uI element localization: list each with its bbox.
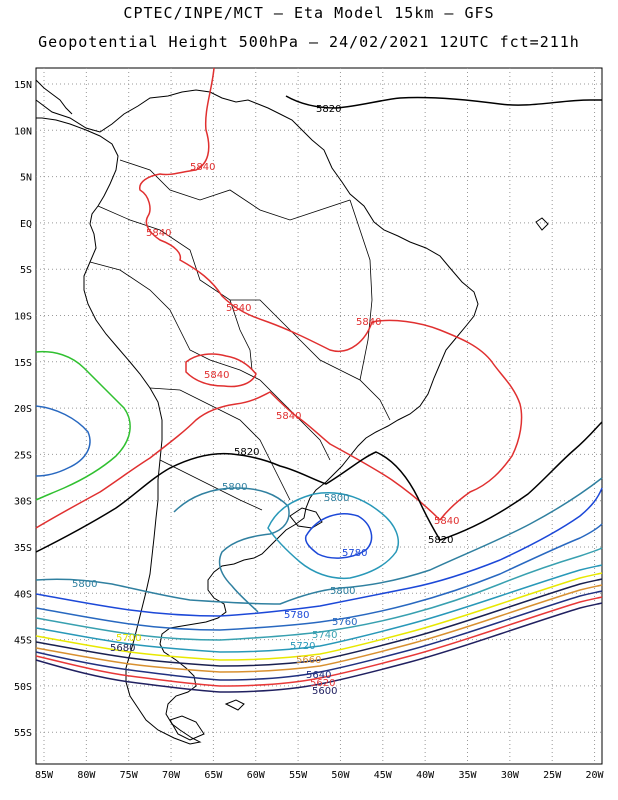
label-5800-a: 5800 — [222, 482, 247, 493]
lat-label: 10N — [14, 126, 32, 137]
lat-label: 20S — [14, 404, 32, 415]
lon-label: 30W — [501, 770, 520, 781]
label-5700: 5700 — [116, 633, 141, 644]
contour-5840-west — [35, 391, 441, 529]
map-title-line-1: CPTEC/INPE/MCT – Eta Model 15km – GFS — [123, 4, 495, 22]
lat-label: 15N — [14, 80, 32, 91]
label-5840-g: 5840 — [434, 516, 459, 527]
contour-5740 — [35, 547, 603, 641]
contour-5860 — [35, 350, 131, 501]
contour-5800 — [35, 477, 603, 605]
lat-label: EQ — [20, 219, 32, 230]
lon-label: 50W — [331, 770, 350, 781]
contour-5700 — [35, 572, 603, 661]
lon-label: 75W — [120, 770, 139, 781]
label-5640: 5640 — [306, 670, 331, 681]
label-5760: 5760 — [332, 617, 357, 628]
lon-label: 35W — [458, 770, 477, 781]
label-5660: 5660 — [296, 655, 321, 666]
lat-label: 35S — [14, 543, 32, 554]
contour-5720 — [35, 564, 603, 653]
lat-label: 25S — [14, 450, 32, 461]
label-5840-b: 5840 — [146, 228, 171, 239]
contour-5820-south — [35, 421, 603, 553]
contour-5800-ring — [267, 492, 400, 580]
contour-5780-west — [35, 405, 91, 477]
contour-5600 — [35, 602, 603, 693]
contour-5640 — [35, 590, 603, 681]
contour-5840-tropics — [139, 67, 523, 521]
lat-label: 55S — [14, 728, 32, 739]
label-5600: 5600 — [312, 686, 337, 697]
contour-labels: 5820 5840 5840 5840 5840 5840 5840 5840 … — [72, 104, 459, 697]
lon-label: 25W — [543, 770, 562, 781]
label-5780: 5780 — [284, 610, 309, 621]
label-5780-low: 5780 — [342, 548, 367, 559]
label-5800-c: 5800 — [72, 579, 97, 590]
contour-lines — [35, 67, 603, 693]
latitude-labels: 15N 10N 5N EQ 5S 10S 15S 20S 25S 30S 35S 40S 45S 50S 5… — [14, 80, 32, 739]
contour-5820-north — [285, 95, 602, 109]
longitude-labels: 85W 80W 75W 70W 65W 60W 55W 50W 45W 40W 35W 30W 25W 2… — [35, 770, 605, 781]
lon-label: 85W — [35, 770, 54, 781]
lat-label: 5S — [20, 265, 32, 276]
contour-5680 — [35, 578, 603, 667]
lon-label: 60W — [247, 770, 266, 781]
contour-5780 — [35, 487, 603, 617]
label-5800-b: 5800 — [324, 493, 349, 504]
central-america-coast — [35, 79, 73, 115]
lon-label: 40W — [416, 770, 435, 781]
map-frame — [35, 67, 603, 765]
coastlines — [35, 79, 549, 745]
contour-5780-low — [304, 513, 373, 559]
country-borders — [89, 159, 391, 511]
label-5840-a: 5840 — [190, 162, 215, 173]
label-5820-mid: 5820 — [234, 447, 259, 458]
tierra-del-fuego — [169, 715, 205, 741]
rio-de-la-plata — [289, 507, 323, 529]
lon-label: 70W — [162, 770, 181, 781]
label-5680: 5680 — [110, 643, 135, 654]
contour-5800-pocket — [173, 487, 290, 613]
lon-label: 80W — [77, 770, 96, 781]
label-5840-d: 5840 — [356, 317, 381, 328]
lat-label: 45S — [14, 636, 32, 647]
label-5720: 5720 — [290, 641, 315, 652]
lon-label: 45W — [374, 770, 393, 781]
lon-label: 65W — [204, 770, 223, 781]
falklands-island — [224, 699, 245, 711]
lon-label: 20W — [586, 770, 605, 781]
label-5740: 5740 — [312, 630, 337, 641]
contour-5760 — [35, 523, 603, 631]
lat-label: 50S — [14, 682, 32, 693]
label-5840-f: 5840 — [276, 411, 301, 422]
lat-label: 30S — [14, 497, 32, 508]
lat-label: 5N — [20, 173, 32, 184]
contour-5660 — [35, 584, 603, 673]
atlantic-island — [535, 217, 549, 231]
label-5820-north: 5820 — [316, 104, 341, 115]
label-5620: 5620 — [310, 678, 335, 689]
contour-5620 — [35, 596, 603, 687]
map-title-line-2: Geopotential Height 500hPa – 24/02/2021 … — [38, 33, 580, 51]
label-5800-d: 5800 — [330, 586, 355, 597]
label-5840-c: 5840 — [226, 303, 251, 314]
label-5820-east: 5820 — [428, 535, 453, 546]
lat-label: 10S — [14, 312, 32, 323]
south-america-coastline — [35, 89, 479, 745]
contour-5840-pocket — [185, 353, 257, 388]
label-5840-e: 5840 — [204, 370, 229, 381]
lon-label: 55W — [289, 770, 308, 781]
lat-label: 40S — [14, 589, 32, 600]
lat-label: 15S — [14, 358, 32, 369]
